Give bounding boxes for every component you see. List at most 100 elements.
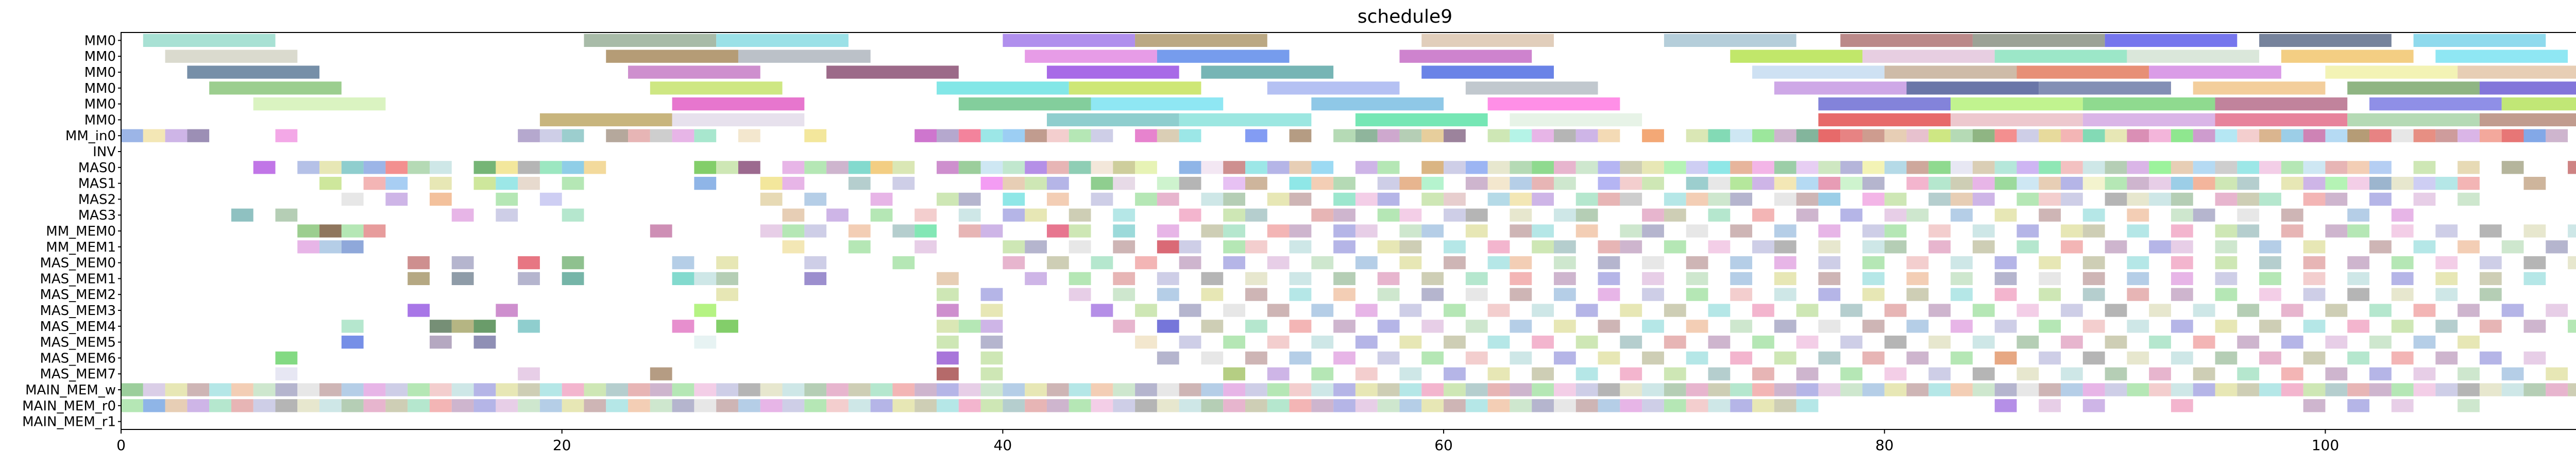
- task-bar: [1840, 367, 1862, 380]
- task-bar: [518, 399, 540, 412]
- task-bar: [672, 320, 694, 333]
- task-bar: [2546, 129, 2568, 142]
- task-bar: [1575, 224, 1598, 238]
- task-bar: [1510, 351, 1532, 365]
- task-bar: [2325, 335, 2348, 349]
- task-bar: [1003, 383, 1025, 396]
- task-bar: [760, 224, 783, 238]
- x-axis-ticks: 0 20 40 60 80 100: [116, 429, 2339, 454]
- task-bar: [562, 272, 584, 286]
- task-bar: [1333, 320, 1355, 333]
- task-bar: [1840, 129, 1862, 142]
- task-bar: [539, 113, 672, 127]
- task-bar: [1884, 161, 1907, 174]
- task-bar: [1840, 335, 1862, 349]
- task-bar: [1862, 176, 1885, 190]
- task-bar: [2127, 256, 2149, 270]
- task-bar: [2127, 161, 2149, 174]
- task-bar: [1906, 351, 1929, 365]
- task-bar: [1642, 256, 1664, 270]
- task-bar: [1399, 335, 1422, 349]
- task-bar: [2281, 304, 2303, 317]
- task-bar: [1487, 240, 1510, 254]
- task-bar: [187, 399, 210, 412]
- task-bar: [2435, 49, 2568, 63]
- task-bar: [2435, 256, 2458, 270]
- task-bar: [1686, 399, 1708, 412]
- task-bar: [1444, 256, 1466, 270]
- task-bar: [716, 320, 738, 333]
- task-bar: [1179, 208, 1201, 222]
- task-bar: [1553, 272, 1576, 286]
- task-bar: [1553, 288, 1576, 301]
- task-bar: [1840, 161, 1862, 174]
- task-bar: [848, 240, 871, 254]
- task-bar: [2215, 240, 2238, 254]
- task-bar: [848, 161, 871, 174]
- task-bar: [1994, 272, 2017, 286]
- task-bar: [1113, 272, 1136, 286]
- task-bar: [1399, 224, 1422, 238]
- task-bar: [2303, 399, 2326, 412]
- task-bar: [1311, 304, 1334, 317]
- task-bar: [1598, 399, 1620, 412]
- task-bar: [1532, 129, 1554, 142]
- task-bar: [451, 383, 474, 396]
- task-bar: [518, 367, 540, 380]
- x-tick-label: 20: [553, 437, 571, 454]
- task-bar: [1444, 129, 1466, 142]
- task-bar: [804, 192, 827, 206]
- task-bar: [341, 192, 364, 206]
- task-bar: [1046, 129, 1069, 142]
- task-bar: [1575, 208, 1598, 222]
- task-bar: [1377, 351, 1400, 365]
- task-bar: [408, 399, 430, 412]
- task-bar: [2435, 176, 2458, 190]
- task-bar: [2325, 304, 2348, 317]
- task-bar: [408, 161, 430, 174]
- task-bar: [1796, 335, 1819, 349]
- task-bar: [1532, 399, 1554, 412]
- task-bar: [1487, 176, 1510, 190]
- task-bar: [341, 335, 364, 349]
- task-bar: [2501, 97, 2576, 111]
- task-bar: [1289, 240, 1312, 254]
- row-label: MAS_MEM4: [40, 319, 116, 335]
- task-bar: [1135, 34, 1267, 47]
- task-bar: [1862, 256, 1885, 270]
- task-bar: [1752, 383, 1774, 396]
- task-bar: [2127, 224, 2149, 238]
- task-bar: [1752, 161, 1774, 174]
- task-bar: [937, 161, 959, 174]
- task-bar: [2215, 192, 2238, 206]
- task-bar: [1510, 129, 1532, 142]
- task-bar: [672, 383, 694, 396]
- task-bar: [1069, 272, 1091, 286]
- task-bar: [1553, 399, 1576, 412]
- task-bar: [1510, 208, 1532, 222]
- task-bar: [650, 367, 672, 380]
- task-bar: [1951, 129, 1973, 142]
- task-bar: [937, 383, 959, 396]
- task-bar: [1906, 161, 1929, 174]
- task-bar: [319, 224, 342, 238]
- task-bar: [1972, 304, 1995, 317]
- task-bar: [2458, 304, 2480, 317]
- task-bar: [1245, 272, 1267, 286]
- task-bar: [2061, 224, 2083, 238]
- task-bar: [1421, 383, 1444, 396]
- task-bar: [1598, 320, 1620, 333]
- task-bar: [1951, 113, 2083, 127]
- task-bar: [451, 399, 474, 412]
- task-bar: [2568, 383, 2576, 396]
- task-bar: [1003, 34, 1136, 47]
- task-bar: [1421, 65, 1554, 79]
- task-bar: [1157, 383, 1179, 396]
- task-bar: [650, 399, 672, 412]
- task-bar: [1730, 320, 1753, 333]
- task-bar: [958, 383, 981, 396]
- task-bar: [2325, 367, 2348, 380]
- task-bar: [1444, 304, 1466, 317]
- task-bar: [2303, 288, 2326, 301]
- task-bar: [408, 304, 430, 317]
